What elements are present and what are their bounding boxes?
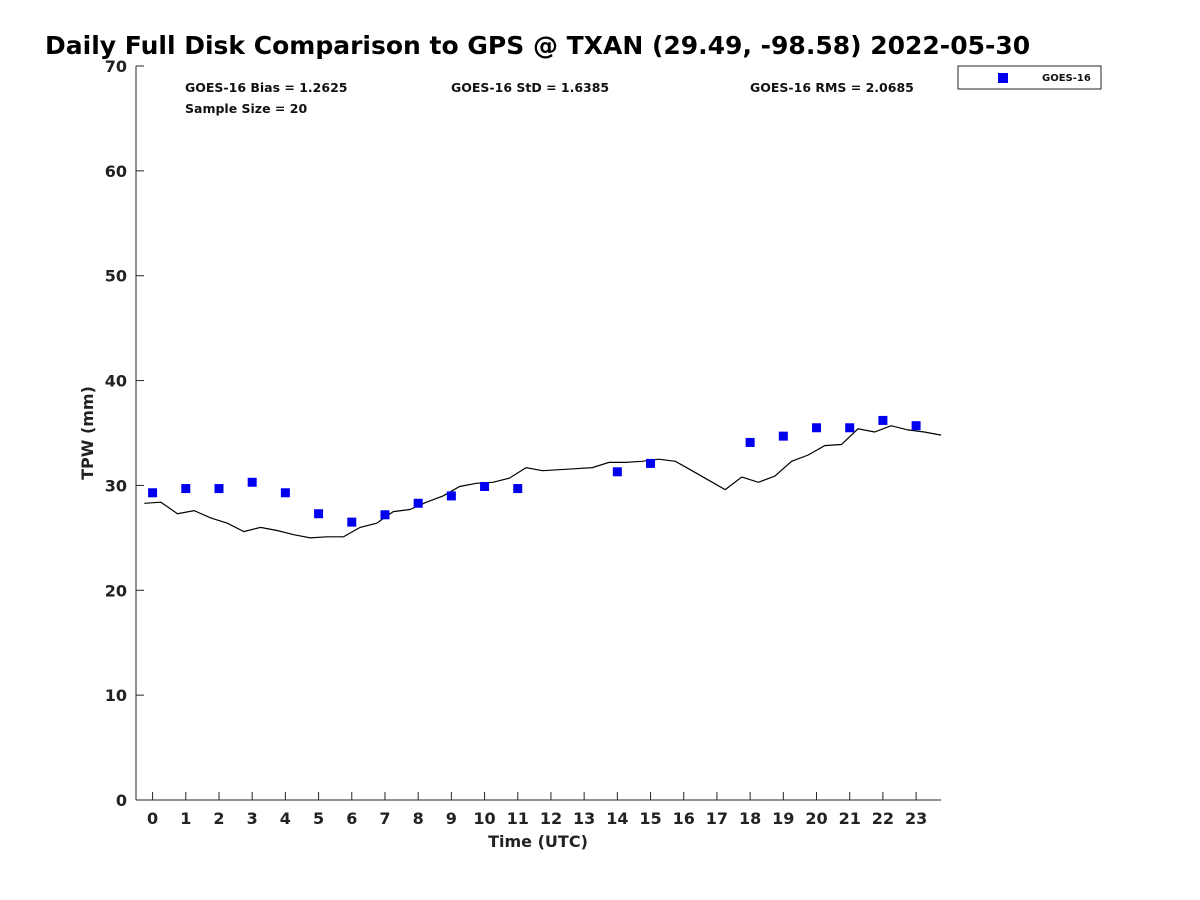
x-tick-label: 16: [673, 809, 695, 828]
goes16-point: [413, 498, 423, 508]
x-tick-label: 5: [313, 809, 324, 828]
x-tick-label: 3: [247, 809, 258, 828]
goes16-point: [911, 421, 921, 431]
legend: GOES-16: [957, 65, 1102, 90]
legend-box: [957, 65, 1102, 90]
x-tick-label: 15: [639, 809, 661, 828]
x-tick-label: 8: [413, 809, 424, 828]
goes16-point: [314, 509, 324, 519]
x-tick-label: 14: [606, 809, 628, 828]
x-axis-label: Time (UTC): [488, 832, 588, 851]
y-tick-label: 10: [105, 686, 127, 705]
x-tick-label: 0: [147, 809, 158, 828]
y-tick-label: 30: [105, 476, 127, 495]
x-tick-label: 22: [872, 809, 894, 828]
x-tick-label: 9: [446, 809, 457, 828]
x-tick-label: 19: [772, 809, 794, 828]
goes16-point: [247, 477, 257, 487]
goes16-point: [745, 437, 755, 447]
x-tick-label: 12: [540, 809, 562, 828]
y-tick-label: 20: [105, 581, 127, 600]
goes16-point: [778, 431, 788, 441]
y-tick-label: 60: [105, 162, 127, 181]
x-tick-label: 10: [473, 809, 495, 828]
x-tick-label: 20: [805, 809, 827, 828]
x-axis-ticks: 0 1 2 3 4 5 6 7 8 9 10 11 12 13 14 15 16 17 18 19 20 21 22 23: [147, 792, 927, 828]
chart-title: Daily Full Disk Comparison to GPS @ TXAN…: [45, 31, 1030, 60]
goes16-point: [280, 488, 290, 498]
x-tick-label: 21: [839, 809, 861, 828]
x-tick-label: 13: [573, 809, 595, 828]
goes16-point: [812, 423, 822, 433]
x-tick-label: 6: [346, 809, 357, 828]
y-axis-label: TPW (mm): [78, 386, 97, 480]
goes16-point: [446, 491, 456, 501]
x-tick-label: 18: [739, 809, 761, 828]
std-stat: GOES-16 StD = 1.6385: [451, 80, 609, 95]
x-tick-label: 7: [379, 809, 390, 828]
gps-tpw-line: [144, 425, 942, 539]
goes16-point: [513, 484, 523, 494]
sample-size-stat: Sample Size = 20: [185, 101, 307, 116]
rms-stat: GOES-16 RMS = 2.0685: [750, 80, 914, 95]
x-tick-label: 23: [905, 809, 927, 828]
y-tick-label: 70: [105, 57, 127, 76]
bias-stat: GOES-16 Bias = 1.2625: [185, 80, 347, 95]
goes16-point: [148, 488, 158, 498]
legend-marker-goes16: [998, 73, 1008, 83]
goes16-point: [347, 517, 357, 527]
goes16-point: [181, 484, 191, 494]
series-layer: [144, 415, 942, 539]
y-tick-label: 0: [116, 791, 127, 810]
x-tick-label: 1: [180, 809, 191, 828]
x-tick-label: 11: [507, 809, 529, 828]
x-tick-label: 17: [706, 809, 728, 828]
y-tick-label: 50: [105, 267, 127, 286]
goes16-point: [380, 510, 390, 520]
goes16-point: [612, 467, 622, 477]
legend-label-goes16: GOES-16: [1042, 73, 1091, 84]
goes16-point: [878, 415, 888, 425]
goes16-point: [845, 423, 855, 433]
goes16-point: [646, 458, 656, 468]
y-tick-label: 40: [105, 372, 127, 391]
goes16-point: [480, 481, 490, 491]
goes16-point: [214, 484, 224, 494]
plot-background: [136, 66, 941, 800]
x-tick-label: 2: [213, 809, 224, 828]
x-tick-label: 4: [280, 809, 291, 828]
plot-area: [135, 66, 941, 801]
y-axis-ticks: 0 10 20 30 40 50 60 70: [105, 57, 144, 810]
